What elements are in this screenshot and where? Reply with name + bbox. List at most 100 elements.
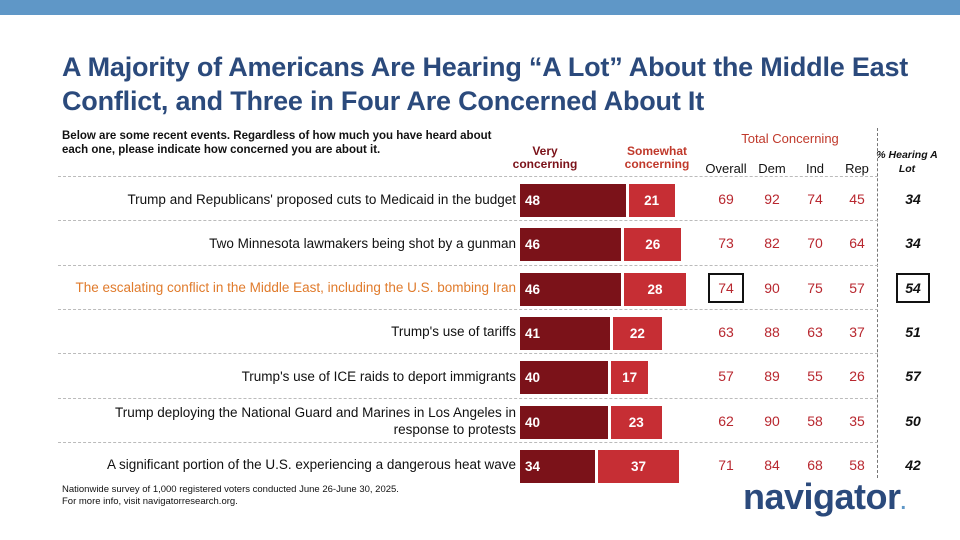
hearing-a-lot-text: 51 <box>905 323 921 340</box>
overall-value-text: 74 <box>708 272 744 303</box>
very-concerning-bar: 34 <box>520 449 595 483</box>
ind-value-text: 63 <box>807 323 823 340</box>
somewhat-concerning-bar: 23 <box>611 405 662 439</box>
very-concerning-bar: 41 <box>520 316 611 350</box>
footnote: Nationwide survey of 1,000 registered vo… <box>62 484 399 508</box>
dem-value: 92 <box>747 177 797 221</box>
very-concerning-bar: 48 <box>520 184 626 217</box>
rep-value-text: 57 <box>849 279 865 296</box>
brand-dot: . <box>900 492 907 514</box>
somewhat-concerning-bar: 17 <box>611 361 649 395</box>
brand-text: navigator <box>743 476 901 517</box>
dem-value-text: 82 <box>764 235 780 252</box>
dem-value: 84 <box>747 443 797 487</box>
overall-value: 73 <box>701 221 751 265</box>
ind-value: 55 <box>790 354 840 398</box>
hearing-a-lot-text: 34 <box>905 191 921 207</box>
very-concerning-bar: 46 <box>520 272 622 306</box>
row-label: Trump deploying the National Guard and M… <box>115 404 516 437</box>
hearing-a-lot-value: 34 <box>878 177 948 221</box>
hearing-a-lot-header: % Hearing A Lot <box>876 149 938 175</box>
hearing-a-lot-value: 42 <box>878 443 948 487</box>
table-row: Two Minnesota lawmakers being shot by a … <box>58 220 921 265</box>
rep-value-text: 45 <box>849 191 865 207</box>
dem-value: 90 <box>747 399 797 443</box>
row-label: The escalating conflict in the Middle Ea… <box>75 280 517 296</box>
rep-value-text: 37 <box>849 323 865 340</box>
ind-header: Ind <box>805 161 825 176</box>
ind-value: 63 <box>790 310 840 354</box>
rep-value: 45 <box>832 177 882 221</box>
ind-value: 75 <box>790 266 840 310</box>
table-row: Trump and Republicans' proposed cuts to … <box>58 176 921 221</box>
dem-value: 90 <box>747 266 797 310</box>
rep-value: 26 <box>832 354 882 398</box>
ind-value-text: 68 <box>807 456 823 473</box>
ind-value-text: 74 <box>807 191 823 207</box>
dem-value-text: 90 <box>764 279 780 296</box>
dem-value: 82 <box>747 221 797 265</box>
table-row: Trump's use of ICE raids to deport immig… <box>58 353 921 398</box>
overall-value-text: 57 <box>718 368 734 385</box>
row-label: Trump's use of tariffs <box>391 324 516 340</box>
very-concerning-bar: 40 <box>520 405 608 439</box>
overall-value-text: 73 <box>718 235 734 252</box>
rep-value: 64 <box>832 221 882 265</box>
total-concerning-header: Total Concerning <box>741 131 839 146</box>
hearing-a-lot-text: 50 <box>905 412 921 429</box>
overall-value-text: 62 <box>718 412 734 429</box>
very-concerning-bar: 46 <box>520 228 622 262</box>
ind-value-text: 58 <box>807 412 823 429</box>
ind-value-text: 55 <box>807 368 823 385</box>
rep-value: 57 <box>832 266 882 310</box>
row-label: A significant portion of the U.S. experi… <box>106 457 516 473</box>
dem-value-text: 92 <box>764 191 780 207</box>
overall-value-text: 63 <box>718 323 734 340</box>
footnote-line-1: Nationwide survey of 1,000 registered vo… <box>62 484 399 495</box>
rep-value: 58 <box>832 443 882 487</box>
somewhat-concerning-bar: 22 <box>613 316 662 350</box>
dem-value-text: 88 <box>764 323 780 340</box>
ind-value-text: 75 <box>807 279 823 296</box>
overall-value: 62 <box>701 399 751 443</box>
hearing-a-lot-value: 54 <box>878 266 948 310</box>
table-row: The escalating conflict in the Middle Ea… <box>58 264 930 310</box>
overall-value-text: 69 <box>718 191 734 207</box>
very-concerning-header: Very concerning <box>512 144 578 171</box>
page-title: A Majority of Americans Are Hearing “A L… <box>62 52 909 116</box>
hearing-a-lot-text: 54 <box>896 272 930 303</box>
dem-value-text: 90 <box>764 412 780 429</box>
ind-value: 74 <box>790 177 840 221</box>
very-concerning-bar: 40 <box>520 361 608 395</box>
dem-value: 88 <box>747 310 797 354</box>
table-row: Trump deploying the National Guard and M… <box>58 397 921 443</box>
dem-value-text: 89 <box>764 368 780 385</box>
somewhat-concerning-bar: 28 <box>624 272 686 306</box>
ind-value: 68 <box>790 443 840 487</box>
hearing-a-lot-text: 34 <box>905 235 921 252</box>
overall-value-text: 71 <box>718 456 734 473</box>
row-label: Trump's use of ICE raids to deport immig… <box>241 368 516 384</box>
navigator-logo: navigator. <box>743 476 906 518</box>
hearing-a-lot-value: 57 <box>878 354 948 398</box>
table-row: A significant portion of the U.S. experi… <box>58 441 921 487</box>
rep-value-text: 64 <box>849 235 865 252</box>
rep-value-text: 26 <box>849 368 865 385</box>
hearing-a-lot-value: 34 <box>878 221 948 265</box>
overall-value: 74 <box>701 266 751 310</box>
somewhat-concerning-bar: 26 <box>624 228 682 262</box>
somewhat-concerning-bar: 21 <box>628 184 675 217</box>
dem-value: 89 <box>747 354 797 398</box>
ind-value-text: 70 <box>807 235 823 252</box>
row-label: Two Minnesota lawmakers being shot by a … <box>209 235 516 251</box>
hearing-a-lot-value: 50 <box>878 399 948 443</box>
hearing-a-lot-text: 57 <box>905 368 921 385</box>
somewhat-concerning-header: Somewhat concerning <box>624 144 690 171</box>
overall-value: 69 <box>701 177 751 221</box>
rep-value: 35 <box>832 399 882 443</box>
row-label: Trump and Republicans' proposed cuts to … <box>127 191 516 207</box>
ind-value: 70 <box>790 221 840 265</box>
footnote-line-2: For more info, visit navigatorresearch.o… <box>62 496 238 507</box>
hearing-a-lot-text: 42 <box>905 456 921 473</box>
rep-value-text: 35 <box>849 412 865 429</box>
